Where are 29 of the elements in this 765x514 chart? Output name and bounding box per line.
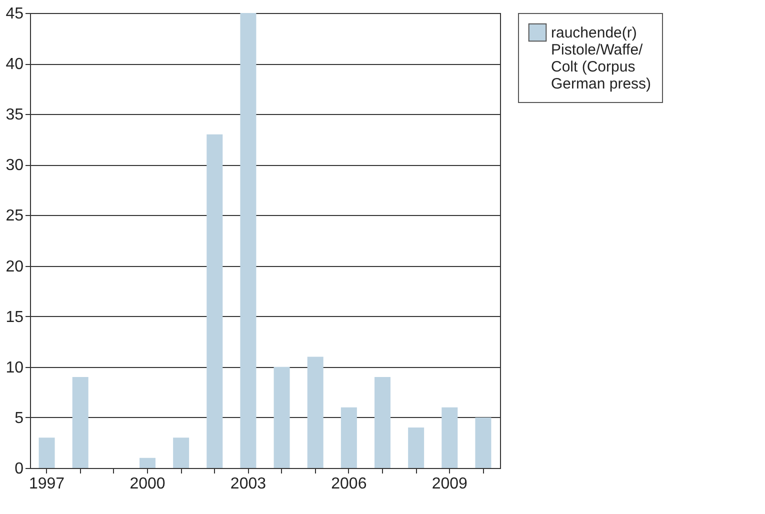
bar xyxy=(240,13,256,468)
bar xyxy=(307,356,324,468)
y-tick-label: 25 xyxy=(6,208,24,225)
y-tick-label: 0 xyxy=(14,460,24,478)
y-tick-label: 35 xyxy=(6,106,24,124)
bar xyxy=(274,366,290,468)
x-tick-label: 2003 xyxy=(230,476,266,492)
legend-label: rauchende(r) Pistole/Waffe/ Colt (Corpus German press) xyxy=(551,24,652,92)
x-tick-label: 2006 xyxy=(331,476,367,492)
y-tick-label: 45 xyxy=(6,6,24,22)
bar xyxy=(374,377,390,468)
bar xyxy=(72,377,88,468)
y-tick-label: 30 xyxy=(6,157,24,174)
y-tick-label: 5 xyxy=(14,410,24,427)
bar xyxy=(475,417,492,468)
x-tick-label: 2009 xyxy=(432,476,468,492)
bar xyxy=(408,428,424,468)
x-tick-label: 2000 xyxy=(130,476,166,492)
y-tick-label: 20 xyxy=(6,258,24,276)
bar xyxy=(442,407,458,468)
bar xyxy=(206,134,223,468)
bar xyxy=(173,438,190,468)
x-tick-label: 1997 xyxy=(28,476,65,492)
bar xyxy=(340,407,357,468)
bar xyxy=(140,458,156,468)
y-tick-label: 40 xyxy=(6,56,24,74)
y-tick-label: 15 xyxy=(6,308,24,326)
bar xyxy=(38,438,55,468)
y-tick-label: 10 xyxy=(6,359,24,376)
